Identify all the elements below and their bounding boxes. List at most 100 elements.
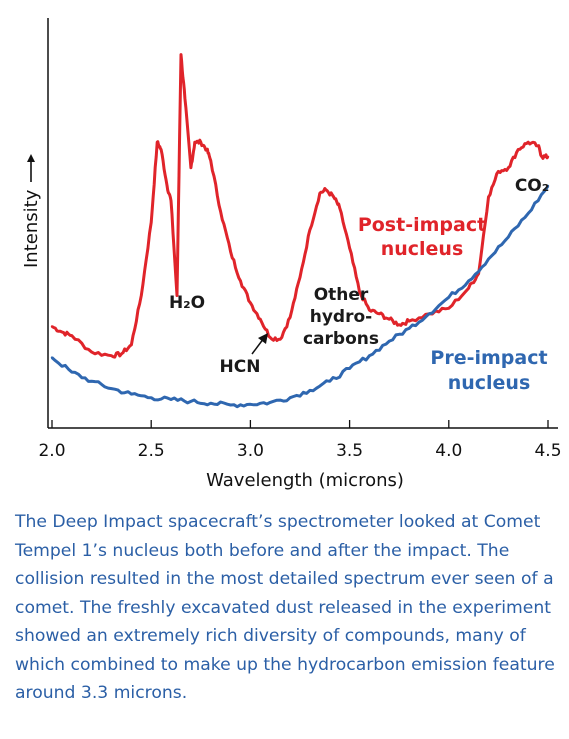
pre-impact-point: [467, 279, 470, 283]
post-impact-point: [467, 287, 470, 290]
x-tick-label: 2.5: [138, 441, 165, 461]
annotation-hcn: HCN: [220, 357, 261, 377]
post-impact-point: [536, 144, 540, 148]
post-impact-point: [120, 352, 123, 356]
pre-impact-point: [110, 387, 113, 390]
post-impact-label-line1: Post-impact: [358, 214, 486, 236]
x-tick-label: 3.5: [336, 441, 363, 461]
pre-impact-point: [427, 312, 431, 315]
post-impact-point: [140, 294, 143, 297]
y-axis-arrow-icon: [27, 154, 35, 162]
pre-impact-point: [487, 257, 490, 261]
post-impact-point: [259, 318, 262, 321]
post-impact-point: [368, 308, 371, 312]
post-impact-point: [447, 307, 450, 310]
post-impact-point: [70, 334, 74, 337]
post-impact-point: [497, 170, 500, 173]
post-impact-point: [189, 166, 193, 169]
post-impact-point: [130, 343, 133, 346]
pre-impact-point: [169, 398, 173, 401]
post-impact-point: [348, 246, 351, 250]
post-impact-point: [318, 192, 321, 195]
annotation-h2o: H₂O: [169, 293, 205, 313]
x-tick-label: 2.0: [38, 441, 65, 461]
y-axis-title: Intensity: [21, 154, 42, 268]
pre-impact-point: [527, 212, 530, 215]
post-impact-point: [332, 195, 335, 199]
post-impact-point: [199, 141, 202, 144]
post-impact-point: [338, 206, 341, 210]
pre-impact-point: [407, 327, 411, 330]
post-impact-point: [156, 141, 159, 144]
pre-impact-series-line: [50, 185, 550, 409]
pre-impact-point: [90, 380, 93, 383]
post-impact-point: [288, 316, 292, 319]
post-impact-point: [209, 159, 212, 162]
pre-impact-point: [189, 400, 193, 403]
x-tick-label: 4.0: [435, 441, 462, 461]
post-impact-point: [205, 148, 208, 151]
post-impact-point: [308, 228, 312, 231]
post-impact-label-line2: nucleus: [381, 238, 464, 260]
spectrum-chart: Intensity 2.0 2.5 3.0 3.5 4.0 4.5 Wavelength …: [21, 18, 562, 491]
y-axis-title-text: Intensity: [21, 189, 42, 268]
post-impact-point: [219, 210, 222, 213]
post-impact-point: [546, 155, 550, 158]
pre-impact-label-line1: Pre-impact: [430, 347, 547, 369]
post-impact-point: [407, 319, 411, 323]
pre-impact-point: [209, 402, 212, 405]
pre-impact-point: [288, 396, 292, 399]
post-impact-point: [398, 323, 401, 326]
post-impact-point: [388, 318, 391, 321]
pre-impact-point: [348, 367, 351, 370]
post-impact-point: [110, 354, 113, 357]
post-impact-point: [150, 221, 153, 224]
x-axis-ticks: 2.0 2.5 3.0 3.5 4.0 4.5: [38, 420, 562, 461]
annotation-other: Other: [314, 285, 369, 305]
annotation-carbons: carbons: [303, 329, 379, 349]
annotation-co2: CO₂: [515, 176, 549, 196]
pre-impact-point: [447, 296, 450, 299]
hcn-arrow-icon: [258, 333, 268, 344]
pre-impact-point: [229, 403, 232, 407]
pre-impact-point: [368, 354, 371, 357]
figure-caption: The Deep Impact spacecraft’s spectromete…: [15, 512, 555, 703]
pre-impact-point: [70, 370, 74, 374]
pre-impact-label-line2: nucleus: [448, 372, 531, 394]
post-impact-point: [169, 199, 173, 202]
x-tick-label: 4.5: [534, 441, 561, 461]
post-impact-point: [279, 338, 282, 341]
post-impact-point: [298, 276, 302, 279]
post-impact-point: [378, 312, 381, 315]
post-impact-point: [159, 148, 163, 151]
pre-impact-point: [150, 396, 153, 399]
post-impact-point: [269, 336, 272, 339]
spectrum-chart-svg: Intensity 2.0 2.5 3.0 3.5 4.0 4.5 Wavelength …: [21, 18, 562, 491]
pre-impact-point: [328, 380, 331, 383]
post-impact-point: [193, 141, 196, 144]
post-impact-point: [507, 166, 510, 169]
post-impact-point: [517, 148, 520, 151]
hcn-arrow: [251, 333, 268, 355]
post-impact-point: [179, 53, 183, 56]
post-impact-point: [50, 325, 54, 328]
post-impact-point: [487, 195, 490, 199]
series-layer: [50, 53, 550, 409]
post-impact-series-line: [51, 53, 550, 359]
post-impact-point: [239, 279, 242, 283]
x-tick-label: 3.0: [237, 441, 264, 461]
x-axis-title: Wavelength (microns): [206, 470, 404, 491]
pre-impact-point: [130, 392, 133, 396]
post-impact-point: [229, 250, 232, 253]
annotation-hydro: hydro-: [310, 307, 372, 327]
pre-impact-point: [50, 356, 54, 359]
pre-impact-point: [546, 184, 550, 188]
post-impact-point: [249, 301, 252, 304]
post-impact-point: [60, 330, 64, 334]
post-impact-point: [358, 290, 361, 294]
pre-impact-point: [507, 235, 510, 239]
pre-impact-point: [269, 401, 272, 404]
post-impact-point: [183, 97, 187, 100]
pre-impact-point: [249, 403, 252, 406]
post-impact-point: [175, 294, 179, 297]
